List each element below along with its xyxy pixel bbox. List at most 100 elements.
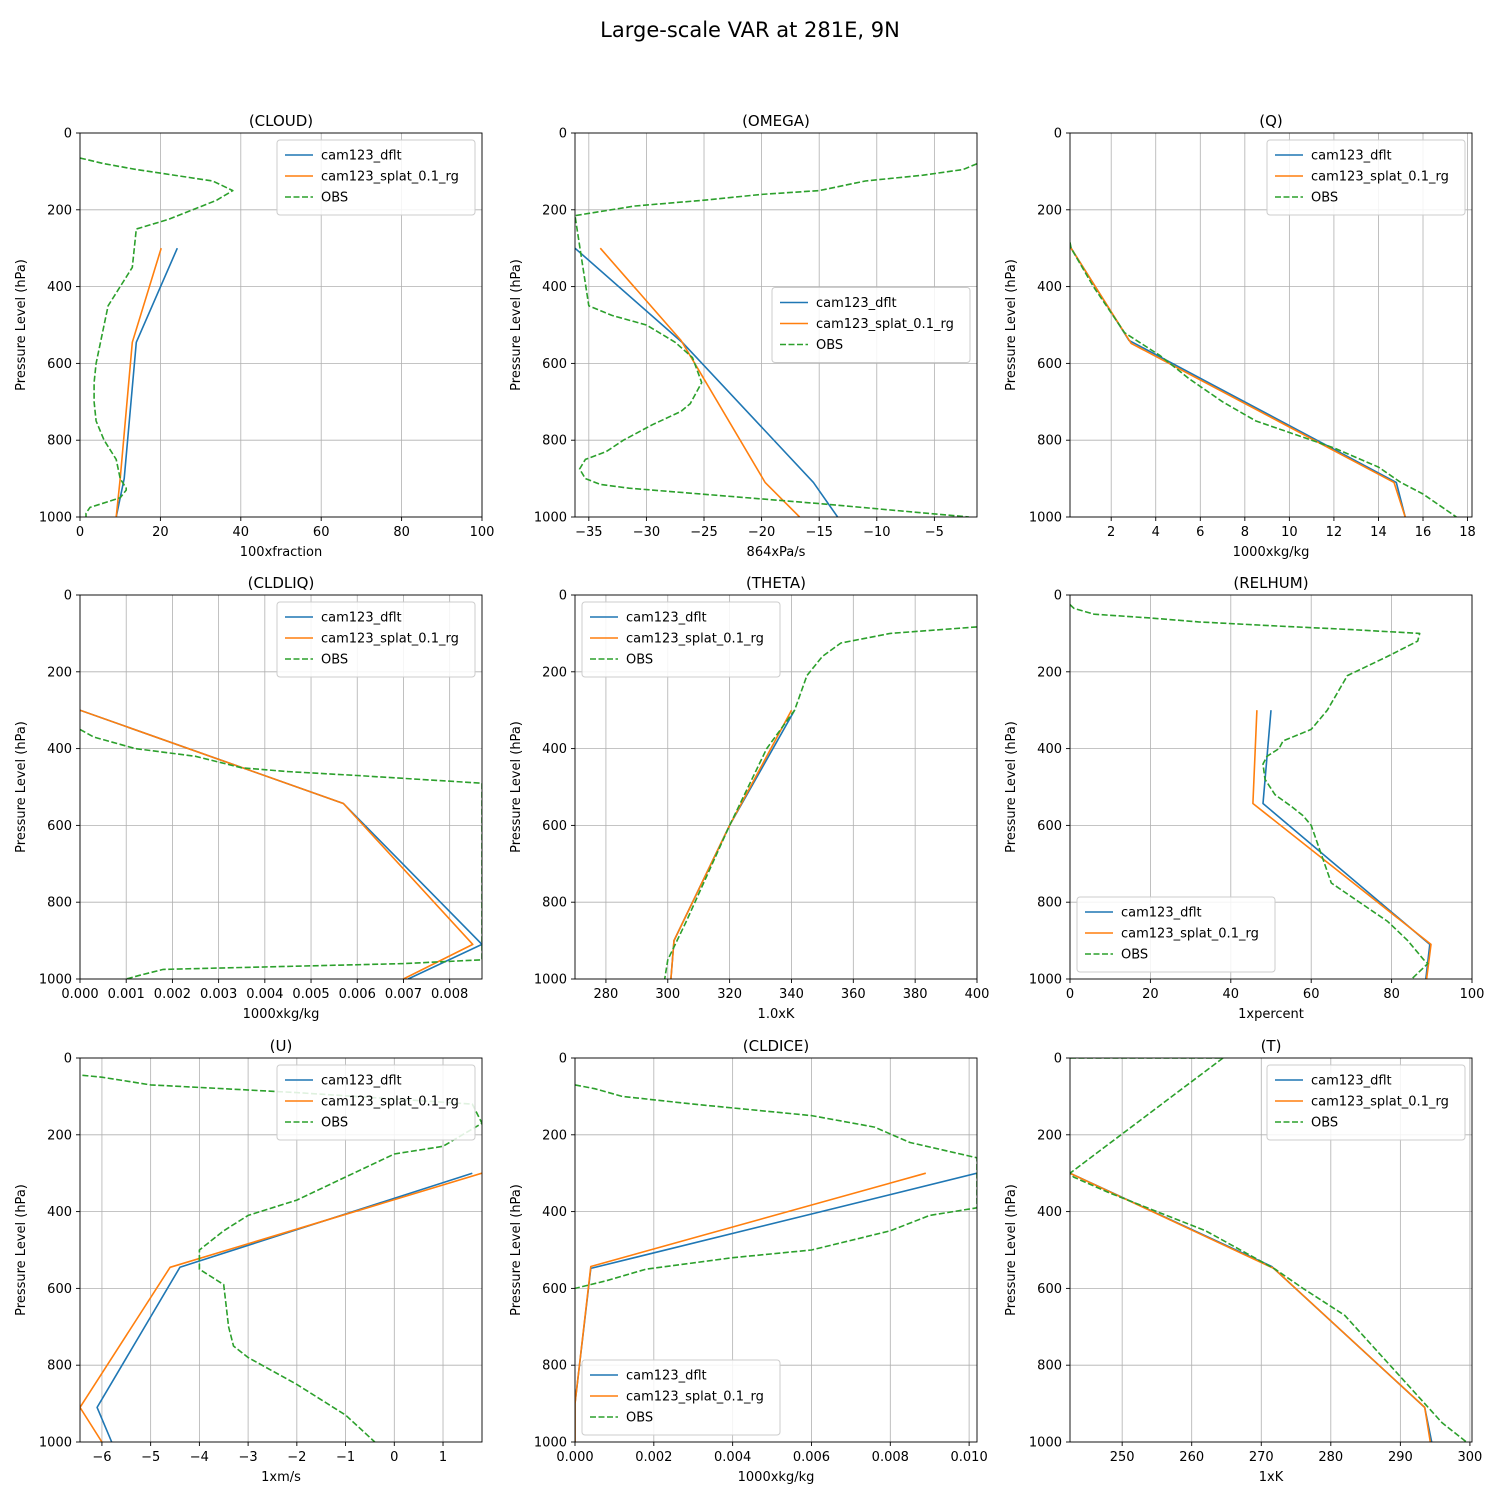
y-tick-label: 200	[542, 665, 567, 680]
x-tick-label: −35	[575, 525, 602, 540]
x-tick-label: 20	[1142, 987, 1159, 1002]
x-tick-label: 0.006	[793, 1450, 830, 1465]
x-tick-label: 10	[1281, 525, 1298, 540]
y-tick-label: 600	[1037, 357, 1062, 372]
x-tick-label: 80	[1383, 987, 1400, 1002]
x-tick-label: 340	[779, 987, 804, 1002]
x-tick-label: 280	[1318, 1450, 1343, 1465]
y-tick-label: 800	[1037, 896, 1062, 911]
legend-label: cam123_splat_0.1_rg	[321, 632, 459, 647]
axes-frame	[1069, 1057, 1473, 1443]
figure-suptitle: Large-scale VAR at 281E, 9N	[600, 18, 900, 42]
y-axis-label: Pressure Level (hPa)	[509, 721, 524, 853]
y-tick-label: 200	[1037, 203, 1062, 218]
legend-label: cam123_dflt	[321, 611, 402, 626]
x-tick-label: −10	[863, 525, 890, 540]
subplot-grid: 0 20 40 60 80 10002004006008001000(CLOUD)100x…	[14, 112, 1484, 1485]
y-tick-label: 1000	[534, 1436, 567, 1451]
x-axis-label: 1000xkg/kg	[738, 1470, 815, 1485]
y-tick-label: 1000	[534, 973, 567, 988]
legend-label: cam123_dflt	[816, 296, 897, 311]
legend-box	[581, 1359, 781, 1436]
series-group	[575, 1084, 977, 1442]
y-tick-label: 0	[559, 127, 567, 142]
subplot-title: (OMEGA)	[742, 112, 810, 130]
axes-frame	[574, 132, 978, 518]
y-tick-label: 400	[542, 280, 567, 295]
x-tick-label: 0	[1066, 987, 1074, 1002]
x-axis-label: 1xpercent	[1238, 1007, 1304, 1022]
series-group	[1070, 1058, 1467, 1442]
series-line-OBS	[82, 1074, 482, 1442]
y-tick-label: 1000	[39, 1436, 72, 1451]
legend-label: cam123_dflt	[626, 611, 707, 626]
x-tick-label: −20	[748, 525, 775, 540]
y-tick-label: 200	[1037, 665, 1062, 680]
y-axis-label: Pressure Level (hPa)	[14, 1184, 29, 1316]
series-group	[80, 709, 482, 979]
x-tick-label: 270	[1249, 1450, 1274, 1465]
x-tick-label: 40	[233, 525, 250, 540]
axes-frame	[79, 594, 483, 980]
x-axis-label: 100xfraction	[240, 545, 322, 560]
y-tick-label: 0	[1054, 1052, 1062, 1067]
y-axis-label: Pressure Level (hPa)	[1004, 259, 1019, 391]
y-tick-label: 800	[1037, 434, 1062, 449]
y-tick-label: 200	[47, 1128, 72, 1143]
legend-label: cam123_splat_0.1_rg	[626, 632, 764, 647]
y-tick-label: 0	[64, 589, 72, 604]
series-line-cam123_splat_0.1_rg	[575, 1172, 927, 1442]
x-tick-label: 20	[152, 525, 169, 540]
legend-label: cam123_splat_0.1_rg	[321, 1095, 459, 1110]
y-tick-label: 600	[47, 1282, 72, 1297]
y-tick-label: 1000	[39, 973, 72, 988]
legend-label: cam123_dflt	[321, 1074, 402, 1089]
legend-box	[276, 1064, 476, 1141]
x-tick-label: 6	[1196, 525, 1204, 540]
legend-label: cam123_splat_0.1_rg	[626, 1390, 764, 1405]
legend: cam123_dflt cam123_splat_0.1_rg OBS	[581, 1359, 781, 1436]
x-tick-label: −15	[805, 525, 832, 540]
x-tick-label: −1	[336, 1450, 355, 1465]
x-tick-label: −6	[92, 1450, 111, 1465]
series-line-cam123_splat_0.1_rg	[599, 247, 801, 517]
y-tick-label: 800	[542, 1359, 567, 1374]
y-tick-label: 1000	[534, 511, 567, 526]
y-tick-label: 1000	[1029, 1436, 1062, 1451]
x-tick-label: −5	[141, 1450, 160, 1465]
legend: cam123_dflt cam123_splat_0.1_rg OBS	[581, 601, 781, 678]
axes-frame	[79, 1057, 483, 1443]
y-axis-label: Pressure Level (hPa)	[509, 1184, 524, 1316]
series-line-cam123_dflt	[575, 247, 839, 517]
series-line-cam123_splat_0.1_rg	[80, 709, 474, 979]
x-tick-label: −4	[190, 1450, 209, 1465]
x-tick-label: 400	[965, 987, 990, 1002]
legend-label: cam123_splat_0.1_rg	[816, 317, 954, 332]
legend: cam123_dflt cam123_splat_0.1_rg OBS	[276, 601, 476, 678]
x-tick-label: 40	[1223, 987, 1240, 1002]
y-tick-label: 400	[1037, 1205, 1062, 1220]
series-group	[1070, 604, 1432, 979]
y-tick-label: 800	[542, 434, 567, 449]
series-group	[663, 626, 977, 979]
y-axis-label: Pressure Level (hPa)	[14, 721, 29, 853]
legend-label: OBS	[1311, 191, 1338, 206]
legend-label: cam123_dflt	[1311, 1074, 1392, 1089]
x-tick-label: 0.005	[292, 987, 329, 1002]
series-line-OBS	[1070, 604, 1429, 979]
y-tick-label: 1000	[1029, 973, 1062, 988]
subplot-theta: 280 300 320 340 360 380 400 0 200 400 600 800 1000 (T…	[509, 574, 989, 1022]
x-tick-label: 18	[1459, 525, 1476, 540]
legend-box	[1076, 896, 1276, 973]
y-tick-label: 800	[542, 896, 567, 911]
y-tick-label: 0	[1054, 127, 1062, 142]
x-tick-label: −2	[287, 1450, 306, 1465]
y-tick-label: 600	[542, 1282, 567, 1297]
series-group	[575, 162, 977, 517]
legend: cam123_dflt cam123_splat_0.1_rg OBS	[276, 1064, 476, 1141]
series-group	[80, 1074, 482, 1442]
legend: cam123_dflt cam123_splat_0.1_rg OBS	[771, 287, 971, 363]
y-axis-label: Pressure Level (hPa)	[14, 259, 29, 391]
legend-label: OBS	[626, 1411, 653, 1426]
series-line-OBS	[1070, 1058, 1467, 1442]
